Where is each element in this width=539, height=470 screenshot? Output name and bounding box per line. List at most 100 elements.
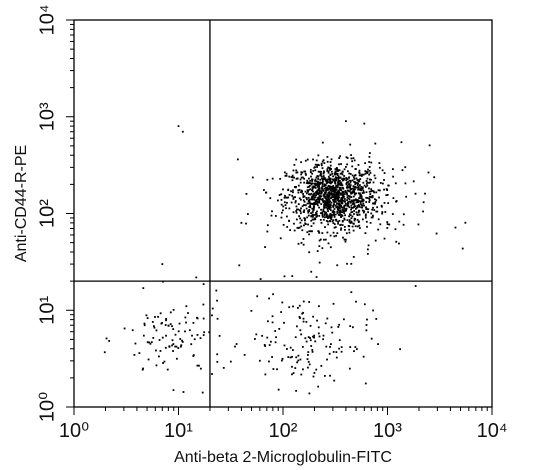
data-point bbox=[339, 199, 342, 202]
data-point bbox=[331, 178, 334, 181]
data-point bbox=[378, 196, 380, 199]
data-point bbox=[338, 157, 341, 159]
data-points bbox=[103, 120, 467, 395]
data-point bbox=[361, 209, 364, 212]
data-point bbox=[311, 211, 314, 213]
data-point bbox=[379, 223, 382, 226]
data-point bbox=[358, 227, 361, 229]
data-point bbox=[370, 190, 373, 193]
data-point bbox=[381, 182, 384, 185]
data-point bbox=[340, 205, 342, 208]
data-point bbox=[329, 206, 332, 209]
data-point bbox=[321, 191, 323, 194]
data-point bbox=[353, 219, 356, 222]
data-point bbox=[143, 322, 146, 325]
data-point bbox=[317, 326, 320, 329]
data-point bbox=[328, 352, 331, 355]
data-point bbox=[330, 326, 333, 329]
data-point bbox=[297, 189, 300, 192]
data-point bbox=[297, 354, 300, 357]
data-point bbox=[337, 181, 339, 184]
data-point bbox=[311, 207, 314, 210]
data-point bbox=[333, 214, 336, 217]
data-point bbox=[320, 190, 323, 192]
data-point bbox=[341, 170, 344, 173]
data-point bbox=[178, 322, 181, 325]
data-point bbox=[320, 198, 323, 201]
data-point bbox=[338, 339, 341, 342]
data-point bbox=[364, 170, 367, 172]
data-point bbox=[365, 180, 368, 182]
data-point bbox=[328, 187, 331, 190]
data-point bbox=[202, 334, 205, 336]
data-point bbox=[367, 244, 370, 247]
data-point bbox=[287, 356, 290, 359]
data-point bbox=[386, 223, 389, 226]
data-point bbox=[339, 181, 342, 184]
data-point bbox=[364, 232, 367, 235]
data-point bbox=[329, 189, 332, 192]
data-point bbox=[366, 171, 369, 174]
data-point bbox=[353, 178, 356, 180]
data-point bbox=[175, 357, 178, 360]
data-point bbox=[355, 186, 358, 189]
data-point bbox=[334, 226, 337, 229]
data-point bbox=[378, 162, 381, 164]
data-point bbox=[195, 276, 198, 279]
data-point bbox=[332, 198, 335, 201]
data-point bbox=[312, 209, 315, 212]
data-point bbox=[309, 337, 311, 339]
data-point bbox=[346, 193, 348, 196]
data-point bbox=[222, 366, 225, 369]
data-point bbox=[341, 206, 344, 209]
data-point bbox=[337, 199, 340, 202]
data-point bbox=[302, 311, 305, 314]
data-point bbox=[401, 169, 404, 172]
data-point bbox=[336, 199, 339, 202]
data-point bbox=[296, 171, 299, 174]
data-point bbox=[321, 180, 324, 183]
data-point bbox=[372, 190, 375, 193]
data-point bbox=[291, 355, 293, 358]
data-point bbox=[266, 178, 269, 181]
data-point bbox=[313, 196, 316, 199]
data-point bbox=[328, 193, 331, 196]
data-point bbox=[307, 181, 310, 184]
data-point bbox=[292, 211, 295, 214]
data-point bbox=[268, 297, 270, 300]
data-point bbox=[335, 219, 338, 222]
data-point bbox=[339, 204, 342, 206]
data-point bbox=[310, 225, 313, 227]
data-point bbox=[320, 175, 323, 178]
data-point bbox=[384, 211, 387, 213]
data-point bbox=[311, 172, 314, 175]
data-point bbox=[329, 179, 332, 182]
data-point bbox=[349, 180, 352, 182]
data-point bbox=[285, 348, 288, 350]
data-point bbox=[331, 211, 334, 213]
data-point bbox=[290, 190, 292, 193]
data-point bbox=[164, 346, 167, 349]
data-point bbox=[323, 177, 326, 179]
data-point bbox=[308, 392, 311, 395]
data-point bbox=[305, 197, 308, 199]
data-point bbox=[303, 177, 306, 180]
data-point bbox=[267, 320, 269, 323]
data-point bbox=[308, 205, 311, 208]
y-tick-label: 10⁴ bbox=[36, 5, 58, 36]
data-point bbox=[356, 213, 359, 216]
data-point bbox=[316, 166, 318, 168]
data-point bbox=[350, 188, 353, 190]
data-point bbox=[348, 195, 351, 198]
data-point bbox=[263, 343, 266, 346]
data-point bbox=[360, 187, 362, 190]
data-point bbox=[344, 204, 347, 207]
data-point bbox=[317, 189, 320, 191]
data-point bbox=[263, 189, 265, 191]
data-point bbox=[368, 169, 371, 172]
data-point bbox=[333, 201, 336, 203]
data-point bbox=[400, 141, 403, 144]
data-point bbox=[316, 210, 318, 213]
data-point bbox=[318, 164, 320, 167]
data-point bbox=[320, 364, 323, 367]
